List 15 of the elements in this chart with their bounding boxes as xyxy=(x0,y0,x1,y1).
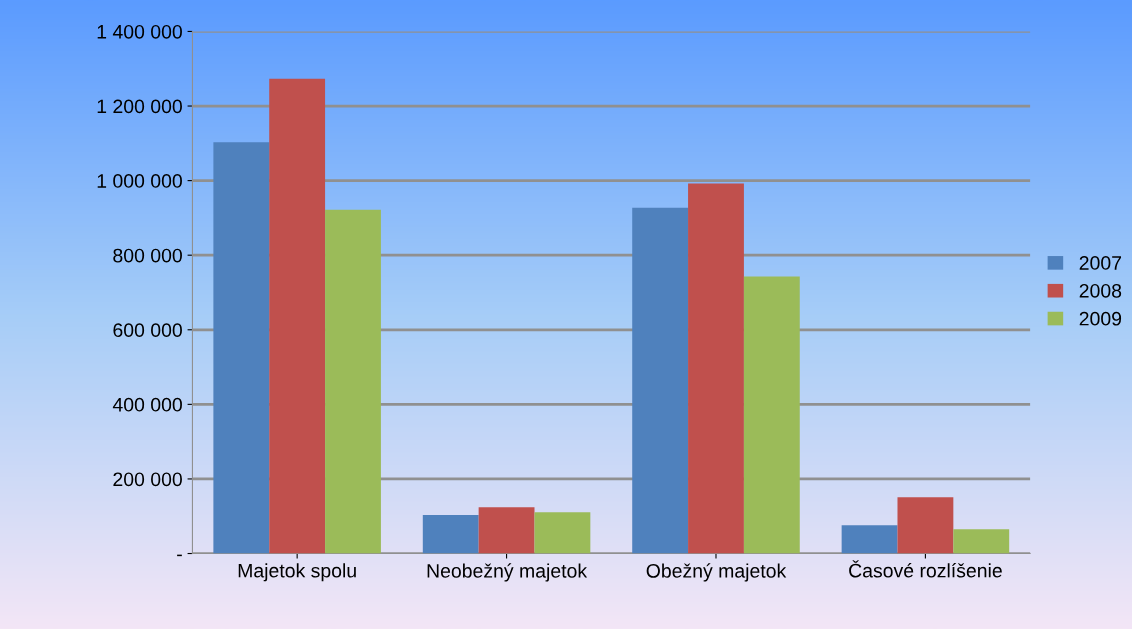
legend-label: 2007 xyxy=(1079,256,1122,270)
legend-label: 2009 xyxy=(1079,311,1122,326)
y-tick-label: 600 000 xyxy=(113,323,182,338)
y-tick-label: 1 200 000 xyxy=(97,99,182,114)
y-tick-label: 1 400 000 xyxy=(97,24,182,39)
x-tick-label: Neobežný majetok xyxy=(427,563,588,582)
y-tick-label: 400 000 xyxy=(112,397,182,412)
y-tick-label: 1 000 000 xyxy=(97,174,182,188)
y-tick-label: - xyxy=(177,554,182,557)
x-tick-label: Obežný majetok xyxy=(646,563,787,582)
x-tick-label: Časové rozlíšenie xyxy=(849,560,1002,578)
x-tick-label: Majetok spolu xyxy=(238,563,356,582)
y-tick-label: 200 000 xyxy=(113,472,182,487)
y-tick-label: 800 000 xyxy=(113,248,182,263)
legend-label: 2008 xyxy=(1079,283,1122,298)
